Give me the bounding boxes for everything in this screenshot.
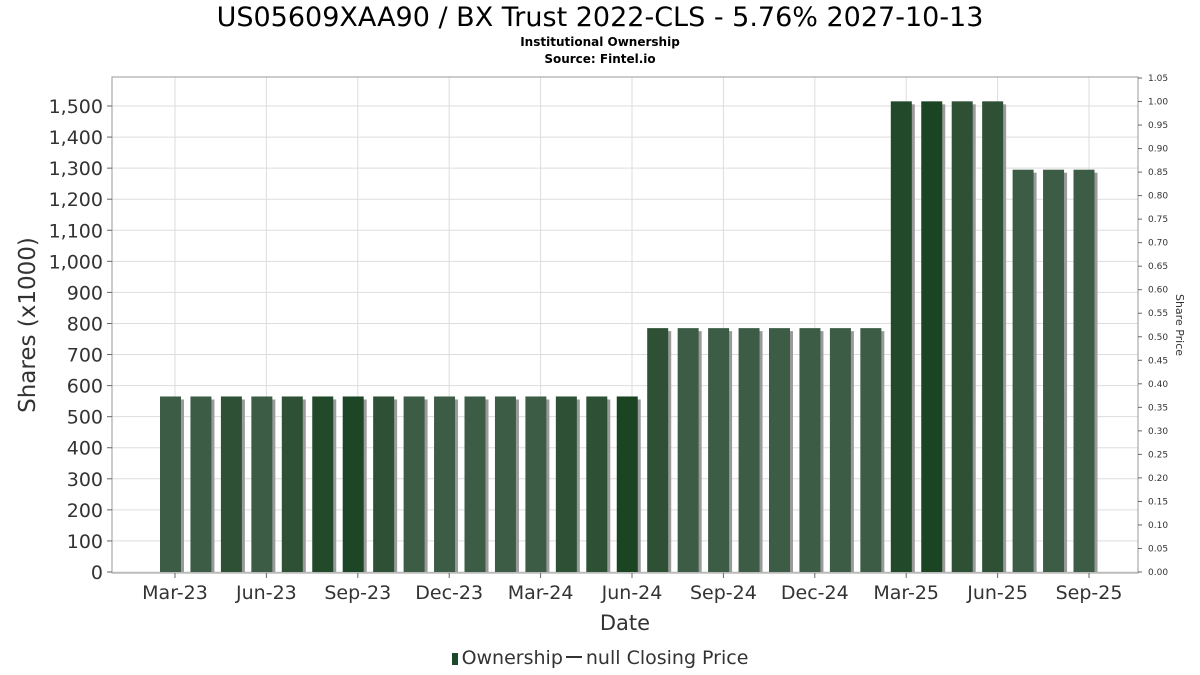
- y2-tick-label: 0.35: [1148, 403, 1168, 413]
- ownership-bar: [921, 101, 943, 572]
- ownership-bar: [829, 328, 851, 572]
- y-tick-label: 1,400: [49, 127, 103, 149]
- y-tick-label: 400: [67, 438, 103, 460]
- y2-tick-label: 0.45: [1148, 356, 1168, 366]
- ownership-bar: [555, 396, 577, 572]
- x-tick-label: Mar-23: [142, 582, 208, 604]
- y2-axis-ticks: 0.00 0.05 0.10 0.15 0.20 0.25 0.30 0.35 0.40 0.45…: [1138, 74, 1168, 578]
- ownership-bar: [586, 396, 608, 572]
- y-tick-label: 600: [67, 376, 103, 398]
- ownership-bar: [160, 396, 181, 572]
- y2-tick-label: 1.05: [1148, 74, 1168, 84]
- ownership-legend-swatch: [451, 653, 458, 665]
- ownership-bar: [1073, 169, 1095, 573]
- ownership-bar: [951, 101, 973, 572]
- y2-tick-label: 0.90: [1148, 145, 1168, 155]
- chart-subtitle-ownership: Institutional Ownership: [520, 35, 680, 49]
- y-tick-label: 800: [67, 313, 103, 335]
- y-tick-label: 100: [67, 531, 103, 553]
- price-legend-label: null Closing Price: [585, 647, 749, 669]
- chart-title: US05609XAA90 / BX Trust 2022-CLS - 5.76%…: [216, 2, 984, 33]
- x-tick-label: Sep-24: [690, 582, 757, 604]
- x-tick-label: Mar-25: [873, 582, 939, 604]
- ownership-bar: [342, 396, 364, 572]
- price-legend-line: [565, 656, 582, 658]
- ownership-bar: [525, 396, 547, 572]
- ownership-bar: [738, 328, 760, 572]
- ownership-bar: [677, 328, 699, 572]
- chart-subtitle-source: Source: Fintel.io: [544, 52, 656, 66]
- plot-frame: [111, 76, 1139, 574]
- ownership-bar: [1043, 169, 1065, 573]
- ownership-bar: [373, 396, 395, 572]
- x-tick-label: Mar-24: [508, 582, 574, 604]
- y2-tick-label: 0.50: [1148, 333, 1168, 343]
- x-tick-label: Sep-23: [324, 582, 391, 604]
- ownership-bar: [616, 396, 638, 572]
- x-tick-label: Jun-24: [601, 582, 663, 604]
- ownership-bar: [190, 396, 212, 572]
- x-tick-label: Dec-23: [415, 582, 483, 604]
- ownership-bar: [890, 101, 912, 572]
- ownership-bar: [769, 328, 790, 572]
- y2-tick-label: 0.00: [1148, 568, 1168, 578]
- y2-tick-label: 0.25: [1148, 450, 1168, 460]
- ownership-bar: [220, 396, 242, 572]
- ownership-bar: [982, 101, 1004, 572]
- ownership-bar: [494, 396, 516, 572]
- y-tick-label: 700: [67, 345, 103, 367]
- x-axis-ticks: Mar-23 Jun-23 Sep-23 Dec-23 Mar-24 Jun-24 Sep-…: [142, 573, 1122, 604]
- y2-tick-label: 0.20: [1148, 474, 1168, 484]
- ownership-bar: [434, 396, 456, 572]
- y2-tick-label: 0.65: [1148, 262, 1168, 272]
- y2-tick-label: 0.70: [1148, 239, 1168, 249]
- y-tick-label: 1,000: [49, 251, 103, 273]
- bars-group: [160, 101, 1098, 573]
- y-axis-label: Shares (x1000): [15, 237, 41, 413]
- ownership-bar: [799, 328, 821, 572]
- y2-tick-label: 0.40: [1148, 380, 1168, 390]
- ownership-bar: [464, 396, 486, 572]
- y-tick-label: 1,100: [49, 220, 103, 242]
- y-tick-label: 1,500: [49, 96, 103, 118]
- y2-tick-label: 0.55: [1148, 309, 1168, 319]
- x-axis-label: Date: [600, 611, 650, 635]
- y-axis-ticks: 0 100 200 300 400 500 600 700 800 900 1,000 1,100 1,…: [49, 96, 112, 584]
- x-tick-label: Jun-23: [235, 582, 297, 604]
- y-tick-label: 500: [67, 407, 103, 429]
- y-tick-label: 1,200: [49, 189, 103, 211]
- y2-tick-label: 0.80: [1148, 192, 1168, 202]
- y-tick-label: 900: [67, 282, 103, 304]
- y2-tick-label: 1.00: [1148, 98, 1168, 108]
- y2-tick-label: 0.85: [1148, 168, 1168, 178]
- y2-tick-label: 0.60: [1148, 286, 1168, 296]
- y-tick-label: 300: [67, 469, 103, 491]
- ownership-bar: [708, 328, 730, 572]
- y-tick-label: 0: [91, 562, 103, 584]
- x-tick-label: Sep-25: [1056, 582, 1123, 604]
- ownership-bar: [312, 396, 334, 572]
- ownership-bar: [1012, 169, 1034, 573]
- y2-tick-label: 0.95: [1148, 121, 1168, 131]
- ownership-bar: [860, 328, 882, 572]
- y2-tick-label: 0.75: [1148, 215, 1168, 225]
- y2-tick-label: 0.10: [1148, 521, 1168, 531]
- y-tick-label: 1,300: [49, 158, 103, 180]
- ownership-legend-label: Ownership: [461, 647, 563, 669]
- y2-axis-label: Share Price: [1173, 294, 1186, 356]
- ownership-bar: [251, 396, 273, 572]
- y2-tick-label: 0.15: [1148, 497, 1168, 507]
- ownership-bar: [281, 396, 303, 572]
- ownership-bar: [647, 328, 669, 572]
- y2-tick-label: 0.05: [1148, 544, 1168, 554]
- x-tick-label: Jun-25: [966, 582, 1028, 604]
- x-tick-label: Dec-24: [781, 582, 849, 604]
- y2-tick-label: 0.30: [1148, 427, 1168, 437]
- chart-legend: Ownership null Closing Price: [0, 647, 1200, 669]
- ownership-bar: [403, 396, 425, 572]
- y-tick-label: 200: [67, 500, 103, 522]
